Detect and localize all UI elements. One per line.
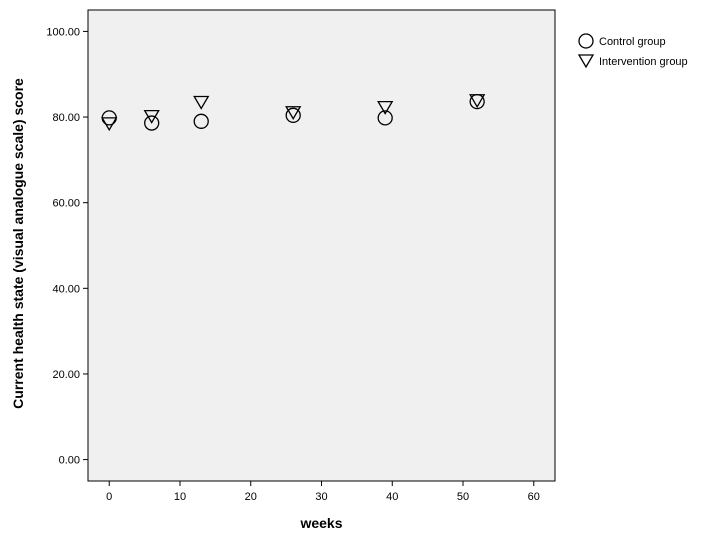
y-axis: 0.00 20.00 40.00 60.00 80.00 100.00 xyxy=(46,26,88,467)
y-tick-label: 20.00 xyxy=(52,369,80,381)
control-group-point xyxy=(193,113,209,129)
legend-entry-label: Intervention group xyxy=(599,56,688,68)
y-axis-title: Current health state (visual analogue sc… xyxy=(10,78,26,409)
legend-entry-label: Control group xyxy=(599,36,666,48)
intervention-group-point xyxy=(143,109,160,124)
x-axis-title: weeks xyxy=(299,515,342,531)
intervention-group-point xyxy=(285,106,302,121)
x-tick-label: 10 xyxy=(174,491,186,503)
data-points xyxy=(101,93,486,132)
x-tick-label: 0 xyxy=(106,491,112,503)
legend: Control group Intervention group xyxy=(577,33,688,69)
plot-area xyxy=(87,9,556,482)
control-group-point xyxy=(377,110,393,126)
intervention-group-point xyxy=(469,94,486,109)
y-tick-label: 0.00 xyxy=(59,455,80,467)
intervention-group-point xyxy=(377,100,394,115)
control-group-point xyxy=(144,115,160,131)
x-tick-label: 20 xyxy=(245,491,257,503)
legend-triangle-marker xyxy=(577,54,595,69)
x-tick-label: 50 xyxy=(457,491,469,503)
y-tick-label: 80.00 xyxy=(52,112,80,124)
y-tick-label: 40.00 xyxy=(52,283,80,295)
x-axis: 0 10 20 30 40 50 60 xyxy=(106,481,540,503)
legend-circle-marker xyxy=(578,33,594,49)
intervention-group-point xyxy=(193,95,210,110)
control-group-point xyxy=(285,107,301,123)
x-tick-label: 30 xyxy=(315,491,327,503)
x-tick-label: 40 xyxy=(386,491,398,503)
x-tick-label: 60 xyxy=(528,491,540,503)
y-tick-label: 60.00 xyxy=(52,198,80,210)
y-tick-label: 100.00 xyxy=(46,26,80,38)
intervention-group-point xyxy=(101,117,118,132)
